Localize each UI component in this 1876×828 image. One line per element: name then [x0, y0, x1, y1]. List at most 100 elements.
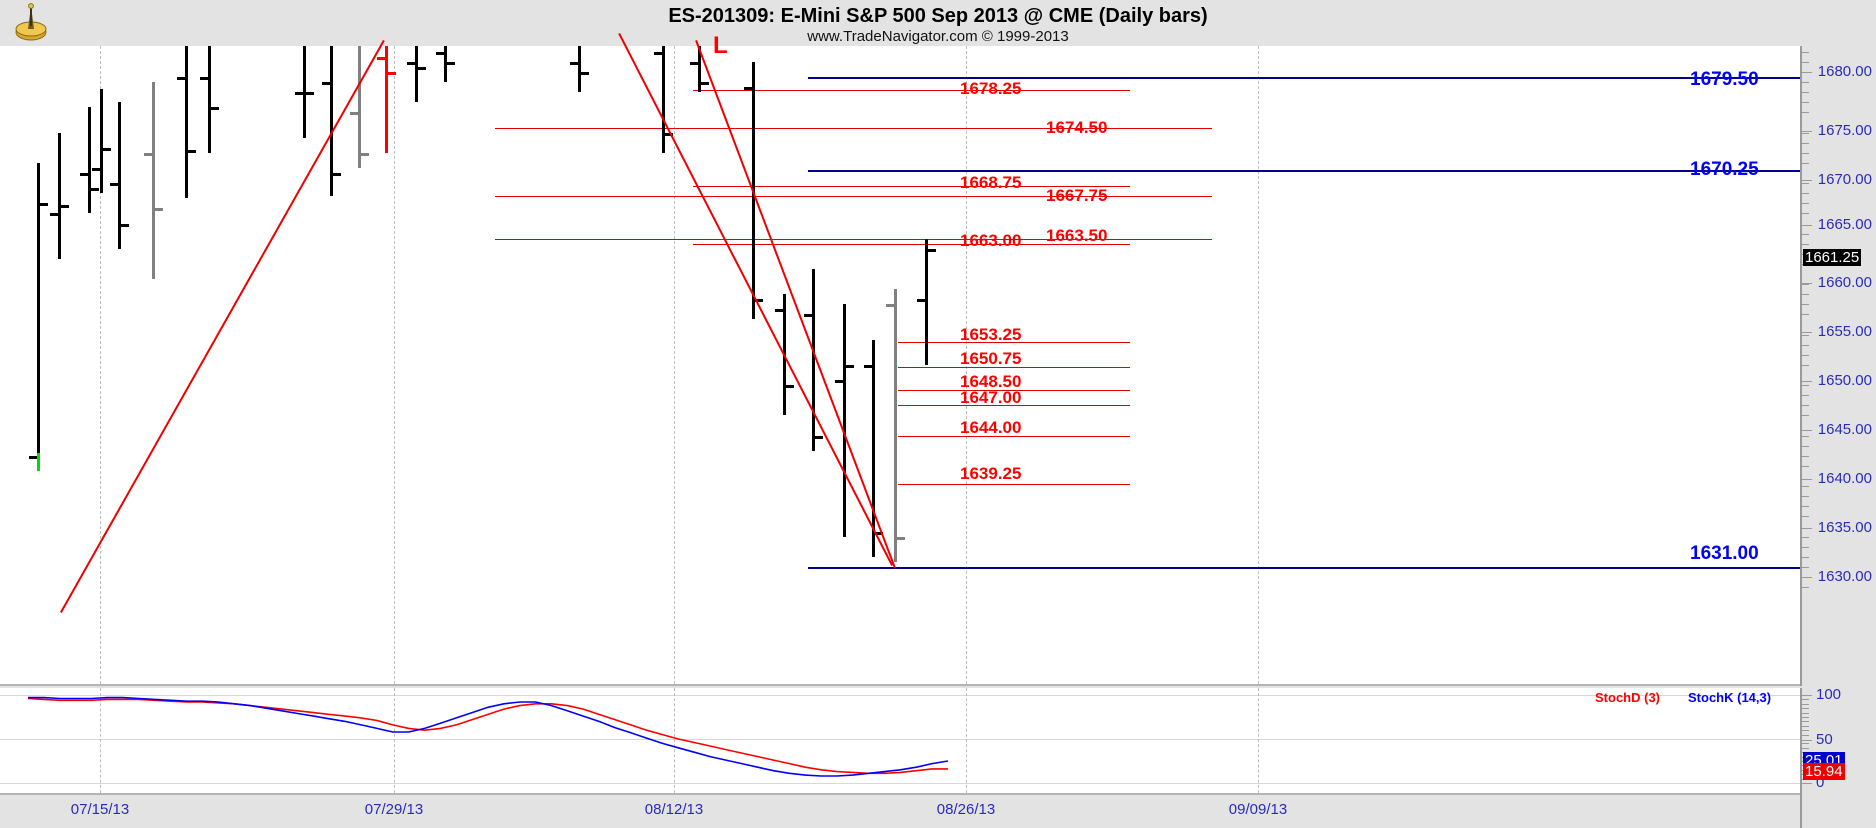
bar-close-tick: [664, 132, 673, 136]
price-level-line[interactable]: [693, 243, 1130, 245]
price-level-line[interactable]: [898, 367, 1130, 369]
bar-open-tick: [377, 56, 386, 60]
stoch-axis-tick: [1802, 783, 1812, 784]
bar-range: [100, 89, 103, 194]
bar-close-tick: [785, 385, 794, 389]
price-axis-minor-tick: [1802, 314, 1809, 316]
stochastic-panel[interactable]: StochD (3) StochK (14,3): [0, 688, 1800, 793]
price-axis-label: 1680.00: [1817, 63, 1872, 80]
price-axis-label: 1660.00: [1817, 274, 1872, 291]
price-axis-minor-tick: [1802, 587, 1809, 589]
bar-open-tick: [295, 92, 304, 96]
price-axis-label: 1670.00: [1817, 171, 1872, 188]
price-gridline: [100, 46, 101, 684]
price-level-label: 1679.50: [1690, 69, 1759, 90]
price-axis-minor-tick: [1802, 364, 1809, 366]
price-level-label: 1631.00: [1690, 543, 1759, 564]
trendline[interactable]: [60, 40, 385, 613]
price-level-line[interactable]: [808, 77, 1803, 80]
price-axis-minor-tick: [1802, 546, 1809, 548]
price-level-line[interactable]: [808, 566, 1803, 569]
price-level-line[interactable]: [693, 185, 1130, 187]
price-panel[interactable]: TradeNavigator.com 1679.501678.251674.50…: [0, 32, 1803, 729]
bar-range: [37, 162, 40, 469]
price-axis-minor-tick: [1802, 203, 1809, 205]
bar-range: [444, 46, 447, 83]
price-axis-tick: [1802, 72, 1812, 73]
price-level-line[interactable]: [808, 170, 1803, 173]
chart-header: ES-201309: E-Mini S&P 500 Sep 2013 @ CME…: [0, 0, 1876, 46]
price-level-line[interactable]: [898, 483, 1130, 485]
price-level-label: 1639.25: [960, 464, 1022, 483]
bar-range: [843, 304, 846, 537]
stoch-gridline: [0, 783, 1800, 784]
price-level-label: 1648.50: [960, 372, 1022, 391]
stoch-axis-minor-tick: [1802, 734, 1809, 736]
price-level-line[interactable]: [898, 435, 1130, 437]
trade-navigator-logo-icon: [15, 3, 47, 41]
chart-subtitle: www.TradeNavigator.com © 1999-2013: [807, 28, 1069, 45]
bar-close-tick: [814, 435, 823, 439]
price-axis-minor-tick: [1802, 51, 1809, 53]
bar-open-tick: [775, 309, 784, 313]
date-axis[interactable]: 07/15/13 07/29/13 08/12/13 08/26/13 09/09/13: [0, 793, 1800, 828]
price-level-line[interactable]: [693, 89, 1130, 91]
price-level-line[interactable]: [495, 127, 1212, 129]
stoch-gridline-vertical: [100, 688, 101, 793]
date-axis-label: 09/09/13: [1228, 801, 1288, 818]
bar-marker-green: [37, 452, 40, 471]
bar-range: [578, 46, 581, 93]
stoch-gridline-vertical: [674, 688, 675, 793]
bar-range: [58, 132, 61, 259]
price-level-line[interactable]: [898, 342, 1130, 344]
bar-close-tick: [360, 152, 369, 156]
price-axis-minor-tick: [1802, 435, 1809, 437]
price-axis-minor-tick: [1802, 455, 1809, 457]
bar-range: [415, 46, 418, 103]
bar-close-tick: [896, 536, 905, 540]
bar-close-tick: [120, 223, 129, 227]
bar-range: [303, 46, 306, 138]
price-axis[interactable]: 1680.00 1675.00 1670.00 1665.00 1660.00 1655.…: [1800, 46, 1876, 686]
stoch-d-legend: StochD (3): [1595, 690, 1660, 705]
price-axis-tick: [1802, 577, 1812, 578]
price-axis-tick: [1802, 131, 1812, 132]
price-axis-tick: [1802, 225, 1812, 226]
price-axis-tick: [1802, 528, 1812, 529]
stoch-axis-tick: [1802, 740, 1812, 741]
price-level-label: 1668.75: [960, 173, 1022, 192]
trendline[interactable]: [695, 40, 896, 569]
price-level-line[interactable]: [898, 405, 1130, 407]
stochastic-axis[interactable]: 100 50 0 25.01 15.94: [1800, 686, 1876, 828]
stoch-axis-label: 50: [1816, 731, 1833, 748]
stoch-k-line: [28, 696, 949, 777]
price-axis-minor-tick: [1802, 385, 1809, 387]
trendline[interactable]: [618, 33, 893, 566]
stoch-axis-minor-tick: [1802, 730, 1809, 732]
price-level-line[interactable]: [495, 195, 1212, 197]
price-gridline: [1258, 46, 1259, 684]
bar-range: [185, 46, 188, 199]
bar-range: [812, 268, 815, 451]
bar-close-tick: [102, 147, 111, 151]
price-axis-tick: [1802, 332, 1812, 333]
bar-range: [894, 289, 897, 562]
stoch-axis-minor-tick: [1802, 699, 1809, 701]
price-axis-minor-tick: [1802, 334, 1809, 336]
price-level-line[interactable]: [898, 390, 1130, 392]
bar-open-tick: [322, 82, 331, 86]
price-gridline: [674, 46, 675, 684]
bar-close-tick: [187, 149, 196, 153]
bar-open-tick: [864, 364, 873, 368]
price-axis-minor-tick: [1802, 102, 1809, 104]
stoch-axis-tick: [1802, 695, 1812, 696]
price-axis-minor-tick: [1802, 566, 1809, 568]
bar-range: [752, 61, 755, 320]
stoch-gridline-vertical: [394, 688, 395, 793]
price-axis-label: 1630.00: [1817, 568, 1872, 585]
bar-close-tick: [754, 299, 763, 303]
price-level-line[interactable]: [495, 238, 1212, 240]
bar-close-tick: [446, 61, 455, 65]
bar-range: [698, 46, 701, 93]
